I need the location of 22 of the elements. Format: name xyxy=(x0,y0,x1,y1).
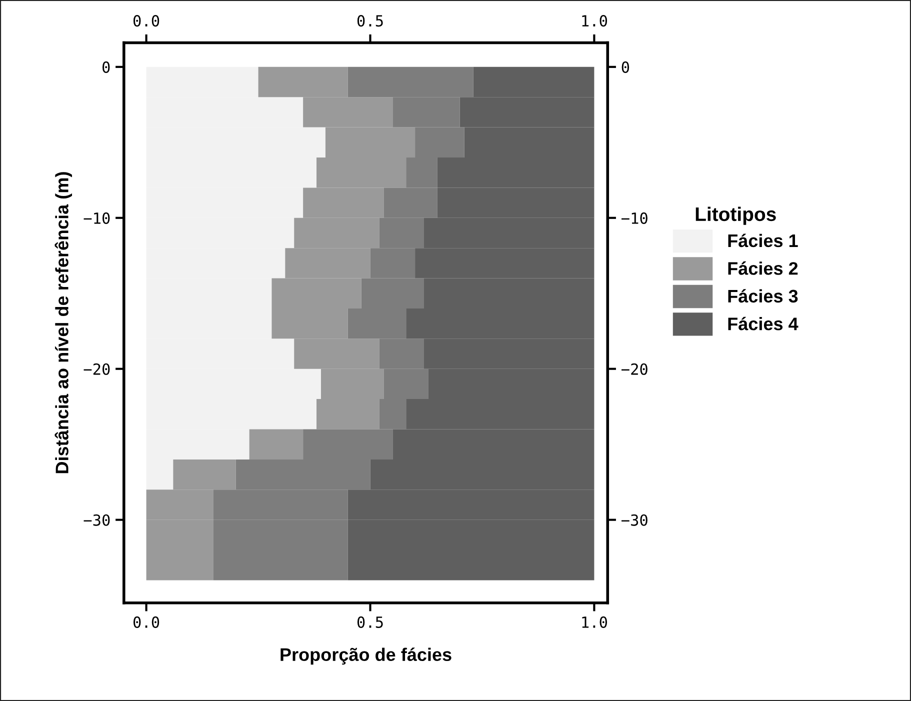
y-tick-label: −20 xyxy=(84,363,110,375)
legend-label: Fácies 2 xyxy=(728,261,798,275)
legend-title: Litotipos xyxy=(696,206,776,225)
y2-tick-label: 0 xyxy=(622,61,630,73)
y-tick-label: −30 xyxy=(84,514,110,526)
legend-label: Fácies 3 xyxy=(728,289,798,303)
x2-tick-label: 0.5 xyxy=(357,15,383,27)
y2-tick-label: −20 xyxy=(621,363,648,375)
y-tick-label: −10 xyxy=(84,212,110,224)
x-tick-label: 1.0 xyxy=(582,616,608,628)
y2-tick-label: −30 xyxy=(621,514,648,526)
y2-tick-label: −10 xyxy=(621,212,648,224)
bar xyxy=(249,429,304,460)
legend-label: Fácies 4 xyxy=(728,316,798,330)
x-axis-title: Proporção de fácies xyxy=(280,648,452,665)
y-tick-label: 0 xyxy=(102,61,110,73)
x-tick-label: 0.0 xyxy=(133,616,160,628)
x2-tick-label: 1.0 xyxy=(582,15,608,27)
legend-label: Fácies 1 xyxy=(728,234,798,248)
y-axis-title: Distância ao nível de referência (m) xyxy=(54,172,72,474)
x-tick-label: 0.5 xyxy=(357,616,383,628)
x2-tick-label: 0.0 xyxy=(133,15,160,27)
